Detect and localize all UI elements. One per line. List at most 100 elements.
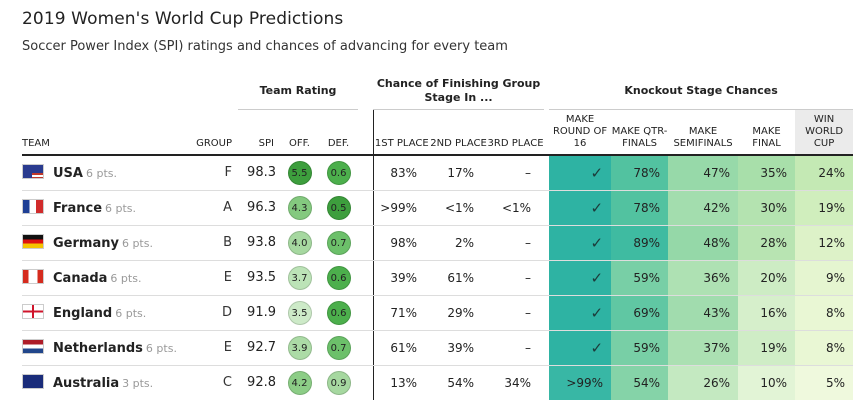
def-rating-bubble: 0.6: [326, 300, 351, 325]
semifinals-cell: 36%: [668, 260, 739, 296]
round-of-16-cell: ✓: [549, 155, 612, 191]
predictions-table: Team Rating Chance of Finishing Group St…: [22, 73, 854, 400]
col-make-semifinals[interactable]: MAKE SEMIFINALS: [668, 109, 739, 156]
spi-cell: 93.5: [238, 260, 280, 296]
def-rating-bubble: 0.7: [326, 230, 351, 255]
final-cell: 10%: [738, 365, 796, 400]
team-name: Australia: [53, 376, 120, 391]
group-cell: A: [192, 190, 238, 226]
def-cell: 0.7: [319, 225, 359, 261]
final-cell: 20%: [738, 260, 796, 296]
third-place-cell: –: [487, 260, 545, 296]
qtr-finals-cell: 54%: [611, 365, 669, 400]
col-second-place[interactable]: 2ND PLACE: [430, 109, 488, 156]
semifinals-cell: 43%: [668, 295, 739, 331]
second-place-cell: 39%: [430, 330, 488, 366]
def-cell: 0.6: [319, 155, 359, 191]
table-row: Australia 3 pts. C 92.8 4.2 0.9 13% 54% 3…: [22, 365, 854, 400]
team-cell: Netherlands 6 pts.: [22, 330, 192, 366]
team-points: 6 pts.: [145, 342, 177, 355]
off-rating-bubble: 4.3: [287, 195, 312, 220]
round-of-16-cell: ✓: [549, 330, 612, 366]
qtr-finals-cell: 69%: [611, 295, 669, 331]
final-cell: 28%: [738, 225, 796, 261]
off-cell: 4.2: [280, 365, 319, 400]
def-rating-bubble: 0.5: [326, 195, 351, 220]
win-world-cup-cell: 19%: [795, 190, 854, 226]
team-name: USA: [53, 166, 83, 182]
table-row: USA 6 pts. F 98.3 5.5 0.6 83% 17% – ✓ 78%…: [22, 155, 854, 191]
page-title: 2019 Women's World Cup Predictions: [22, 9, 344, 29]
second-place-cell: 29%: [430, 295, 488, 331]
spi-cell: 98.3: [238, 155, 280, 191]
second-place-cell: 2%: [430, 225, 488, 261]
team-cell: England 6 pts.: [22, 295, 192, 331]
second-place-cell: 61%: [430, 260, 488, 296]
third-place-cell: –: [487, 330, 545, 366]
group-stage-group-header: Chance of Finishing Group Stage In ...: [373, 73, 545, 110]
flag-icon: [22, 199, 44, 214]
final-cell: 35%: [738, 155, 796, 191]
col-make-round-of-16[interactable]: MAKE ROUND OF 16: [549, 109, 612, 156]
spi-cell: 92.7: [238, 330, 280, 366]
team-cell: Canada 6 pts.: [22, 260, 192, 296]
def-rating-bubble: 0.9: [326, 370, 351, 395]
team-name: England: [53, 306, 113, 321]
table-row: Canada 6 pts. E 93.5 3.7 0.6 39% 61% – ✓ …: [22, 260, 854, 296]
off-cell: 4.0: [280, 225, 319, 261]
first-place-cell: 13%: [373, 365, 431, 400]
final-cell: 19%: [738, 330, 796, 366]
off-rating-bubble: 4.2: [287, 370, 312, 395]
off-cell: 5.5: [280, 155, 319, 191]
col-off[interactable]: OFF.: [280, 109, 319, 156]
col-team[interactable]: TEAM: [22, 109, 192, 156]
off-rating-bubble: 3.7: [287, 265, 312, 290]
flag-icon: [22, 164, 44, 180]
group-cell: F: [192, 155, 238, 191]
off-rating-bubble: 3.9: [287, 335, 312, 360]
col-third-place[interactable]: 3RD PLACE: [487, 109, 545, 156]
final-cell: 16%: [738, 295, 796, 331]
semifinals-cell: 42%: [668, 190, 739, 226]
flag-icon: [22, 374, 44, 389]
group-cell: E: [192, 330, 238, 366]
team-points: 6 pts.: [115, 307, 147, 320]
flag-icon: [22, 304, 44, 319]
col-win-world-cup[interactable]: WIN WORLD CUP: [795, 109, 854, 156]
def-rating-bubble: 0.6: [326, 265, 351, 290]
round-of-16-cell: ✓: [549, 225, 612, 261]
semifinals-cell: 47%: [668, 155, 739, 191]
win-world-cup-cell: 8%: [795, 330, 854, 366]
col-first-place[interactable]: 1ST PLACE: [373, 109, 431, 156]
third-place-cell: –: [487, 225, 545, 261]
semifinals-cell: 48%: [668, 225, 739, 261]
def-cell: 0.9: [319, 365, 359, 400]
off-rating-bubble: 3.5: [287, 300, 312, 325]
team-points: 6 pts.: [110, 272, 142, 285]
col-group[interactable]: GROUP: [192, 109, 238, 156]
qtr-finals-cell: 78%: [611, 155, 669, 191]
def-rating-bubble: 0.6: [326, 160, 351, 185]
team-cell: Australia 3 pts.: [22, 365, 192, 400]
col-make-qtr-finals[interactable]: MAKE QTR-FINALS: [611, 109, 669, 156]
semifinals-cell: 37%: [668, 330, 739, 366]
qtr-finals-cell: 59%: [611, 330, 669, 366]
qtr-finals-cell: 89%: [611, 225, 669, 261]
spi-cell: 91.9: [238, 295, 280, 331]
round-of-16-cell: ✓: [549, 190, 612, 226]
win-world-cup-cell: 9%: [795, 260, 854, 296]
off-rating-bubble: 4.0: [287, 230, 312, 255]
first-place-cell: 39%: [373, 260, 431, 296]
win-world-cup-cell: 8%: [795, 295, 854, 331]
col-spi[interactable]: SPI: [238, 109, 280, 156]
second-place-cell: 17%: [430, 155, 488, 191]
team-cell: Germany 6 pts.: [22, 225, 192, 261]
table-row: Germany 6 pts. B 93.8 4.0 0.7 98% 2% – ✓ …: [22, 225, 854, 261]
table-row: Netherlands 6 pts. E 92.7 3.9 0.7 61% 39%…: [22, 330, 854, 366]
def-cell: 0.5: [319, 190, 359, 226]
col-make-final[interactable]: MAKE FINAL: [738, 109, 796, 156]
team-cell: USA 6 pts.: [22, 155, 192, 191]
col-def[interactable]: DEF.: [319, 109, 359, 156]
group-cell: D: [192, 295, 238, 331]
team-cell: France 6 pts.: [22, 190, 192, 226]
